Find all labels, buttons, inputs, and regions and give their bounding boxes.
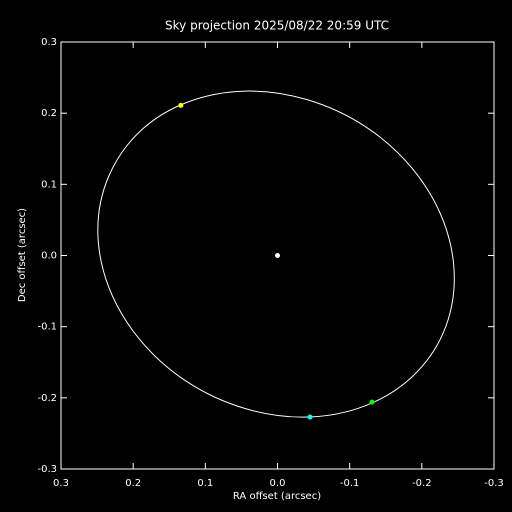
y-tick-label: 0.2 — [41, 108, 57, 119]
position-dot — [275, 253, 280, 258]
x-tick-label: 0.0 — [270, 478, 286, 489]
y-tick-label: 0.0 — [41, 251, 57, 262]
y-tick-label: -0.3 — [37, 464, 57, 475]
y-tick-label: 0.3 — [41, 37, 57, 48]
orbit-line — [97, 90, 455, 418]
y-tick-label: 0.1 — [41, 179, 57, 190]
y-tick-label: -0.1 — [37, 322, 57, 333]
y-tick-label: -0.2 — [37, 393, 57, 404]
chart-title: Sky projection 2025/08/22 20:59 UTC — [165, 19, 389, 33]
position-dot — [178, 102, 184, 108]
x-axis-label: RA offset (arcsec) — [233, 491, 321, 502]
y-axis-label: Dec offset (arcsec) — [17, 208, 28, 302]
x-tick-label: -0.3 — [484, 478, 504, 489]
position-dot — [369, 399, 375, 405]
x-tick-label: -0.1 — [340, 478, 360, 489]
x-tick-label: 0.2 — [125, 478, 141, 489]
x-tick-label: -0.2 — [412, 478, 432, 489]
x-tick-label: 0.1 — [197, 478, 213, 489]
x-tick-label: 0.3 — [53, 478, 69, 489]
position-dot — [307, 414, 313, 420]
